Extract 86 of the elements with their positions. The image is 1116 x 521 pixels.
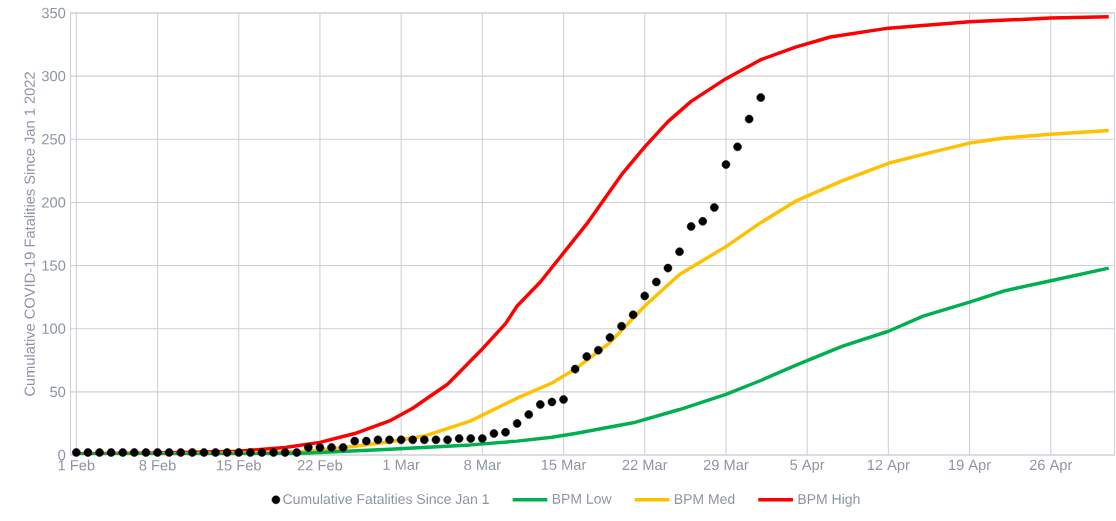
point [454, 434, 464, 443]
legend-label: BPM Med [674, 493, 735, 505]
point [153, 448, 162, 457]
point [269, 448, 278, 457]
point [164, 448, 174, 457]
point [570, 364, 580, 374]
point [141, 448, 151, 457]
x-tick-label: 5 Apr [790, 459, 825, 473]
point [420, 435, 429, 445]
legend-label: BPM Low [552, 494, 612, 504]
legend-label: Cumulative Fatalities Since Jan 1 [283, 493, 489, 505]
point [605, 333, 615, 342]
point [756, 93, 766, 102]
point [118, 448, 128, 457]
x-tick-label: 19 Apr [949, 459, 991, 473]
point [652, 277, 661, 287]
x-tick-label: 15 Mar [541, 459, 587, 470]
point [327, 443, 336, 452]
point [536, 400, 545, 409]
point [431, 435, 441, 445]
x-tick-label: 29 Mar [703, 459, 749, 471]
point [280, 448, 290, 457]
x-tick-label: 1 Feb [58, 459, 95, 471]
point [617, 321, 626, 331]
y-axis-title: Cumulative COVID-19 Fatalities Since Jan 1 2022 [24, 72, 35, 396]
point [744, 114, 754, 124]
point [675, 247, 684, 256]
point [350, 436, 360, 446]
point [733, 142, 742, 152]
point [199, 448, 209, 457]
y-tick-label: 350 [41, 7, 66, 19]
point [501, 428, 510, 437]
point [582, 352, 592, 361]
point [628, 310, 638, 320]
point [478, 434, 487, 443]
point [246, 448, 255, 457]
x-tick-label: 1 Mar [383, 459, 420, 470]
point [106, 448, 116, 457]
point [222, 448, 232, 457]
y-tick-label: 300 [41, 70, 66, 82]
x-tick-label: 15 Feb [217, 459, 261, 471]
point [315, 443, 325, 452]
point [489, 429, 499, 438]
point [466, 434, 476, 443]
point [257, 448, 267, 457]
point [512, 419, 522, 428]
point [396, 435, 406, 445]
point [385, 435, 394, 445]
point [373, 435, 383, 445]
point [408, 435, 418, 445]
point [663, 263, 673, 273]
x-tick-label: 22 Mar [622, 459, 668, 471]
legend-label: BPM High [798, 493, 860, 507]
y-tick-label: 0 [58, 449, 66, 461]
point [721, 160, 731, 169]
point [547, 397, 557, 407]
point [95, 448, 104, 457]
y-tick-label: 50 [50, 386, 66, 398]
point [443, 435, 452, 445]
point [83, 448, 93, 457]
x-tick-label: 12 Apr [867, 459, 910, 473]
point [698, 217, 708, 226]
point [176, 448, 185, 457]
point [211, 448, 220, 457]
y-tick-label: 200 [42, 197, 66, 208]
y-tick-label: 100 [42, 323, 66, 334]
point [234, 448, 244, 457]
x-tick-label: 8 Feb [139, 459, 176, 471]
point [362, 436, 371, 446]
point [524, 410, 534, 419]
point [188, 448, 197, 457]
point [292, 448, 301, 457]
point [338, 443, 348, 452]
y-tick-label: 150 [42, 260, 66, 271]
point [640, 291, 650, 301]
point [130, 448, 139, 457]
x-tick-label: 22 Feb [297, 459, 343, 471]
point [686, 222, 696, 231]
point [710, 203, 719, 212]
point [559, 395, 568, 404]
y-tick-label: 250 [42, 134, 66, 145]
x-tick-label: 26 Apr [1029, 459, 1073, 473]
point [594, 345, 603, 355]
point [304, 443, 313, 452]
x-tick-label: 8 Mar [464, 459, 501, 471]
point [72, 448, 81, 457]
